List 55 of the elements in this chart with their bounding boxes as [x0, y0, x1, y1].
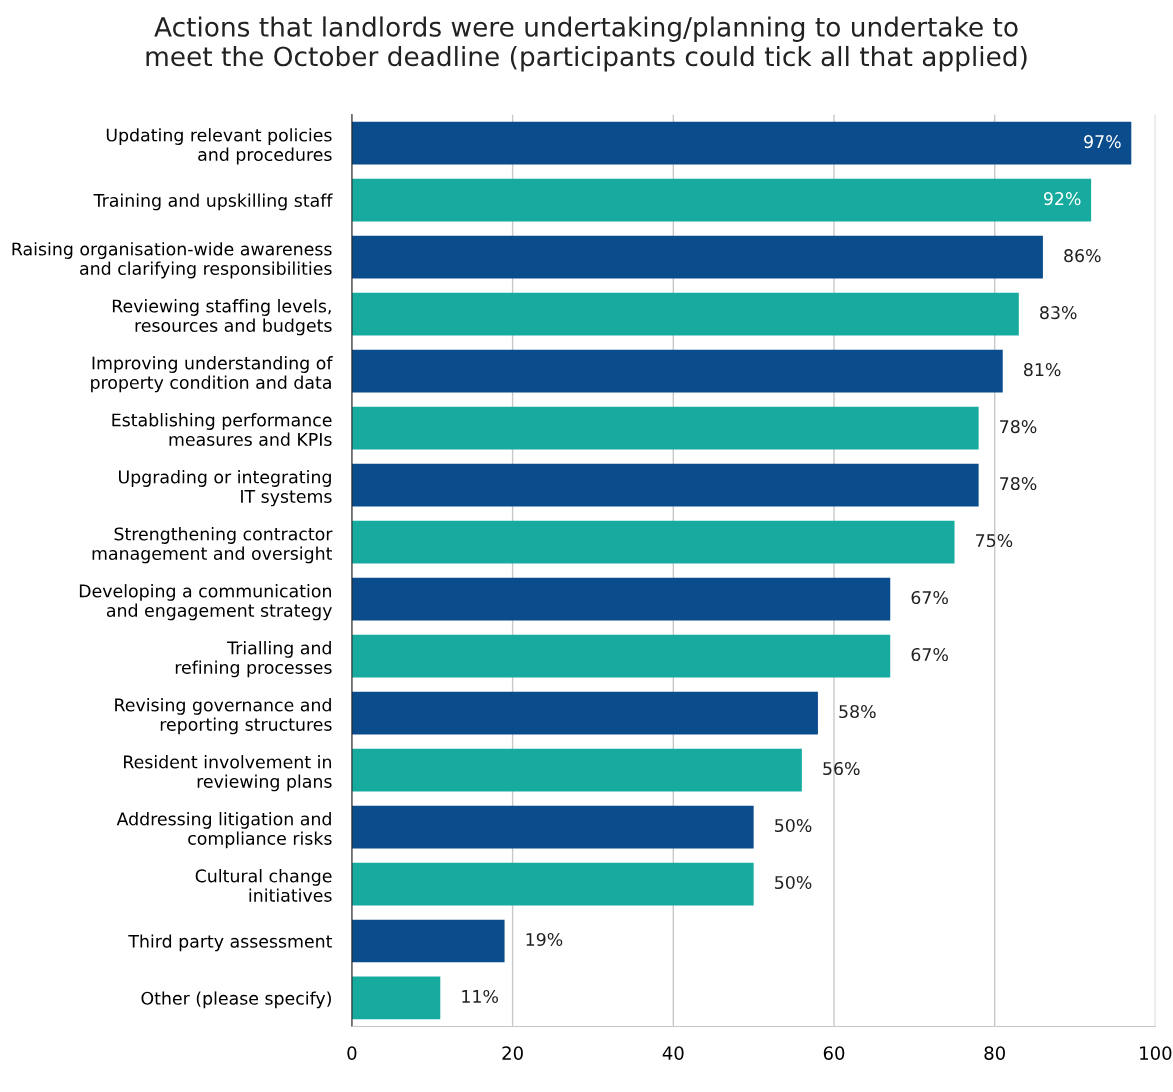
y-tick-label: Training and upskilling staff	[93, 193, 333, 211]
bar	[351, 349, 1003, 393]
bar	[351, 178, 1092, 222]
data-label: 81%	[1024, 363, 1061, 377]
bar	[351, 976, 441, 1020]
bar	[351, 463, 979, 507]
x-tick-label: 40	[662, 1046, 684, 1060]
data-label: 67%	[911, 647, 948, 662]
bar	[351, 121, 1132, 165]
bar	[351, 520, 955, 564]
data-label: 11%	[462, 989, 498, 1004]
bar	[351, 577, 891, 621]
x-tick-label: 60	[823, 1046, 845, 1060]
y-tick-label: Cultural change initiatives	[195, 869, 332, 902]
data-label: 67%	[911, 590, 948, 605]
y-tick-label: Other (please specify)	[141, 991, 331, 1009]
y-tick-label: Upgrading or integrating IT systems	[119, 470, 332, 507]
y-tick-label: Improving understanding of property condition and data	[91, 356, 333, 393]
data-label: 56%	[823, 761, 860, 776]
y-tick-label: Raising organisation-wide awareness and clarifying responsibilities	[12, 242, 332, 279]
bar	[351, 406, 979, 450]
data-label: 58%	[839, 704, 876, 719]
bar	[351, 862, 754, 906]
chart-title: Actions that landlords were undertaking/planning to undertake to meet the October deadline (participants could tick all that applied)	[146, 16, 1027, 72]
y-tick-label: Strengthening contractor management and oversight	[92, 527, 333, 564]
bar	[351, 292, 1019, 336]
y-tick-label: Reviewing staffing levels, resources and budgets	[112, 299, 332, 336]
bar	[351, 691, 818, 735]
data-label: 50%	[775, 818, 812, 833]
x-tick-label: 0	[347, 1046, 357, 1060]
y-tick-label: Establishing performance measures and KPIs	[112, 413, 332, 446]
y-tick-label: Trialling and refining processes	[175, 641, 332, 678]
x-tick-label: 20	[502, 1046, 523, 1060]
x-tick-label: 100	[1140, 1046, 1172, 1060]
data-label: 19%	[526, 932, 563, 947]
y-tick-label: Third party assessment	[128, 934, 333, 952]
data-label: 92%	[1043, 192, 1081, 206]
data-label: 86%	[1064, 249, 1101, 263]
bar	[351, 634, 891, 678]
data-label: 50%	[775, 875, 812, 890]
bar	[351, 748, 802, 792]
data-label: 75%	[976, 533, 1013, 548]
bar	[351, 235, 1043, 279]
data-label: 78%	[1000, 420, 1037, 434]
data-label: 97%	[1084, 135, 1121, 149]
y-tick-label: Updating relevant policies and procedures	[106, 128, 332, 165]
x-tick-label: 80	[984, 1046, 1005, 1060]
bar	[351, 919, 505, 963]
data-label: 78%	[1000, 476, 1037, 491]
y-tick-label: Addressing litigation and compliance risks	[116, 812, 332, 849]
bar	[351, 805, 754, 849]
y-tick-label: Revising governance and reporting structures	[115, 698, 332, 735]
data-label: 83%	[1040, 306, 1077, 320]
y-tick-label: Resident involvement in reviewing plans	[124, 755, 332, 792]
y-tick-label: Developing a communication and engagement strategy	[79, 584, 332, 621]
